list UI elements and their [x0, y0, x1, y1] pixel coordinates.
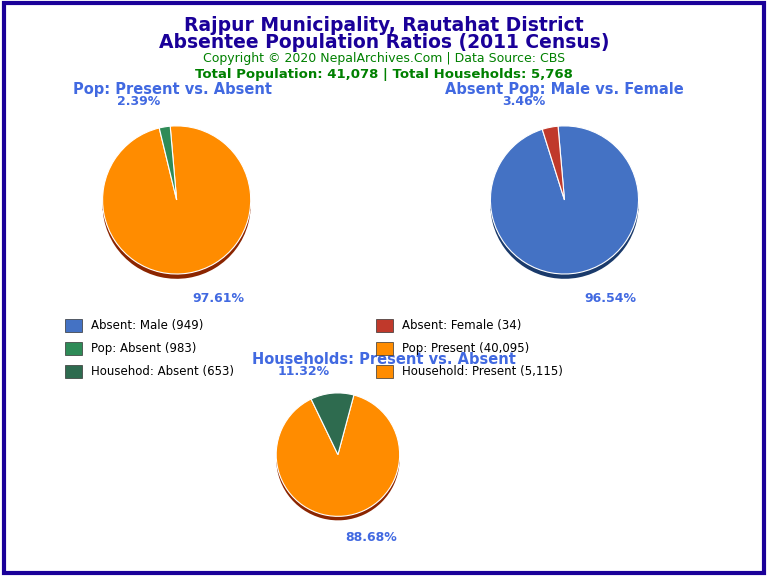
Wedge shape [311, 393, 354, 454]
Text: Pop: Present (40,095): Pop: Present (40,095) [402, 342, 530, 355]
Wedge shape [491, 131, 638, 279]
Wedge shape [103, 131, 250, 279]
Text: Total Population: 41,078 | Total Households: 5,768: Total Population: 41,078 | Total Househo… [195, 68, 573, 81]
Text: Household: Present (5,115): Household: Present (5,115) [402, 365, 563, 378]
Text: 88.68%: 88.68% [346, 531, 398, 544]
Text: Absent Pop: Male vs. Female: Absent Pop: Male vs. Female [445, 82, 684, 97]
Wedge shape [491, 126, 638, 274]
Wedge shape [103, 126, 250, 274]
Text: 3.46%: 3.46% [502, 96, 545, 108]
Ellipse shape [276, 454, 399, 471]
Text: 2.39%: 2.39% [118, 95, 161, 108]
Text: Absent: Male (949): Absent: Male (949) [91, 319, 204, 332]
Text: Absentee Population Ratios (2011 Census): Absentee Population Ratios (2011 Census) [159, 33, 609, 52]
Wedge shape [159, 126, 177, 200]
Text: Households: Present vs. Absent: Households: Present vs. Absent [252, 353, 516, 367]
Text: 97.61%: 97.61% [193, 292, 245, 305]
Wedge shape [159, 131, 171, 142]
Wedge shape [276, 399, 399, 520]
Text: Rajpur Municipality, Rautahat District: Rajpur Municipality, Rautahat District [184, 16, 584, 35]
Ellipse shape [103, 199, 250, 220]
Wedge shape [311, 397, 354, 410]
Ellipse shape [491, 199, 638, 220]
Text: Pop: Absent (983): Pop: Absent (983) [91, 342, 197, 355]
Text: Absent: Female (34): Absent: Female (34) [402, 319, 521, 332]
Wedge shape [276, 395, 399, 516]
Text: Househod: Absent (653): Househod: Absent (653) [91, 365, 234, 378]
Wedge shape [542, 131, 559, 143]
Text: 96.54%: 96.54% [584, 291, 636, 305]
Text: 11.32%: 11.32% [278, 365, 330, 378]
Text: Copyright © 2020 NepalArchives.Com | Data Source: CBS: Copyright © 2020 NepalArchives.Com | Dat… [203, 52, 565, 65]
Text: Pop: Present vs. Absent: Pop: Present vs. Absent [73, 82, 273, 97]
Wedge shape [542, 126, 564, 200]
